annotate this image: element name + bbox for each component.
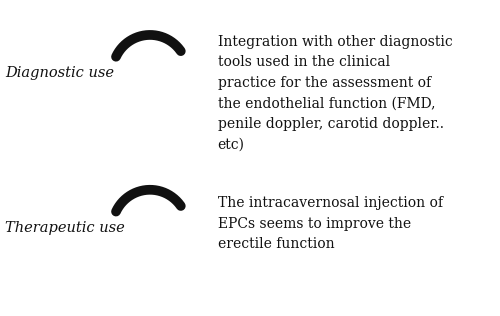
Text: Therapeutic use: Therapeutic use <box>5 221 125 234</box>
Text: Diagnostic use: Diagnostic use <box>5 66 114 80</box>
Text: Integration with other diagnostic
tools used in the clinical
practice for the as: Integration with other diagnostic tools … <box>218 35 452 152</box>
FancyArrowPatch shape <box>181 207 182 209</box>
Text: The intracavernosal injection of
EPCs seems to improve the
erectile function: The intracavernosal injection of EPCs se… <box>218 196 442 251</box>
FancyArrowPatch shape <box>181 52 182 54</box>
